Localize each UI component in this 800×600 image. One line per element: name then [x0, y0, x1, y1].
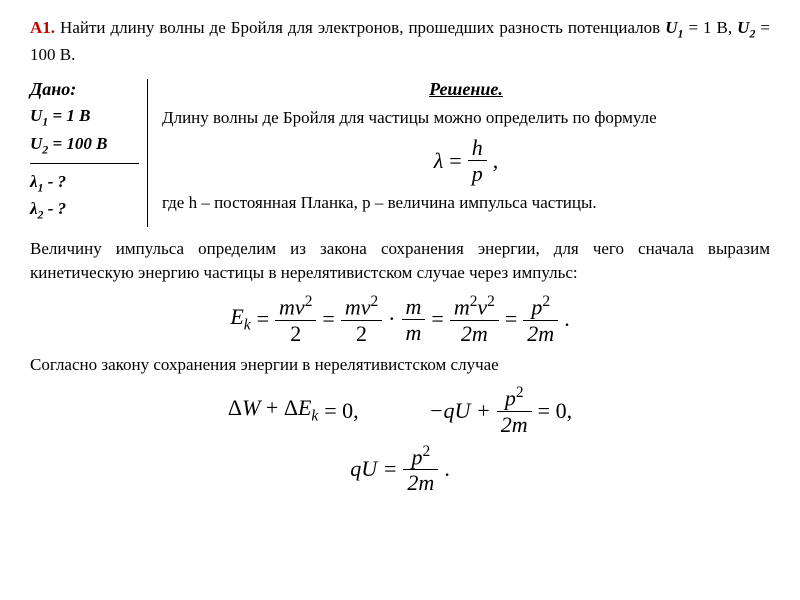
formula-final: qU = p2 2m .: [30, 444, 770, 495]
f2-den-b: 2: [341, 320, 382, 345]
given-line-1: U1 = 1 В: [30, 106, 139, 129]
given-u2-sym: U: [30, 134, 42, 153]
solution-line-1: Длину волны де Бройля для частицы можно …: [162, 106, 770, 130]
dek-k: k: [311, 408, 318, 425]
given-u2-val: = 100 В: [48, 134, 107, 153]
unknown-line-2: λ2 - ?: [30, 199, 139, 222]
comma-1: ,: [493, 148, 499, 174]
lambda2-q: - ?: [44, 199, 67, 218]
f4-sup: 2: [542, 293, 550, 310]
f3b-den: 2m: [497, 411, 532, 436]
frac-m2v2-2m: m2v2 2m: [450, 294, 499, 345]
f2-num-mv-b: mv: [345, 294, 371, 319]
f3-m: m: [454, 294, 470, 319]
frac-mv2-2-b: mv2 2: [341, 294, 382, 345]
given-u1-sym: U: [30, 106, 42, 125]
f3b-post: = 0,: [538, 398, 572, 424]
frac-den-p: p: [468, 160, 487, 185]
formula-kinetic-energy: Ek = mv2 2 = mv2 2 · m m = m2v2 2m =: [30, 294, 770, 345]
formula-deltaW: ΔW + ΔEk = 0,: [228, 385, 359, 436]
paragraph-3: Согласно закону сохранения энергии в нер…: [30, 353, 770, 378]
eq-sign-2a: =: [257, 306, 269, 332]
f2-num-sup-b: 2: [370, 293, 378, 310]
page: А1. Найти длину волны де Бройля для элек…: [0, 0, 800, 600]
f2-num-mv-a: mv: [279, 294, 305, 319]
ek-E: E: [230, 304, 243, 329]
given-divider: [30, 163, 139, 164]
formula-conservation-row: ΔW + ΔEk = 0, −qU + p2 2m = 0,: [30, 385, 770, 436]
u1-symbol: U: [665, 18, 677, 37]
frac-p2-2m-b: p2 2m: [497, 385, 532, 436]
frac-mv2-2-a: mv2 2: [275, 294, 316, 345]
solution-line-2: где h – постоянная Планка, p – величина …: [162, 191, 770, 215]
two-column-block: Дано: U1 = 1 В U2 = 100 В λ1 - ? λ2 - ? …: [30, 79, 770, 227]
solution-column: Решение. Длину волны де Бройля для части…: [148, 79, 770, 227]
formula-qU-p2: −qU + p2 2m = 0,: [429, 385, 572, 436]
f4-p: p: [531, 294, 542, 319]
f3-sup2: 2: [487, 293, 495, 310]
formula-lambda: λ = h p ,: [162, 136, 770, 185]
u1-eq: = 1 В,: [683, 18, 737, 37]
f2-den-a: 2: [275, 320, 316, 345]
problem-statement: А1. Найти длину волны де Бройля для элек…: [30, 16, 770, 67]
f4-pre: qU =: [350, 456, 397, 482]
f4c-p: p: [412, 444, 423, 469]
f3b-sup: 2: [516, 384, 524, 401]
eq-sign-2b: =: [322, 306, 334, 332]
frac-p2-2m-a: p2 2m: [523, 294, 558, 345]
f3-v: v: [477, 294, 487, 319]
eq-sign-2d: =: [505, 306, 517, 332]
f3b-p: p: [505, 386, 516, 411]
eq-sign-2c: =: [431, 306, 443, 332]
lambda1-sym: λ: [30, 172, 38, 191]
frac-m-over-m: m m: [402, 295, 426, 344]
f2-num-sup-a: 2: [305, 293, 313, 310]
given-u1-val: = 1 В: [48, 106, 90, 125]
unknown-line-1: λ1 - ?: [30, 172, 139, 195]
frac-num-h: h: [468, 136, 487, 160]
dek-E: E: [298, 395, 311, 420]
f4-post: .: [444, 456, 450, 482]
fraction-h-over-p: h p: [468, 136, 487, 185]
f3b-pre: −qU +: [429, 398, 491, 424]
lambda1-q: - ?: [44, 172, 67, 191]
lambda-sym: λ: [434, 148, 444, 174]
u2-symbol: U: [737, 18, 749, 37]
f3-den: 2m: [450, 320, 499, 345]
f3a-rhs: = 0,: [324, 398, 358, 424]
f4c-den: 2m: [403, 469, 438, 494]
paragraph-2: Величину импульса определим из закона со…: [30, 237, 770, 286]
given-line-2: U2 = 100 В: [30, 134, 139, 157]
problem-label: А1.: [30, 18, 55, 37]
period-1: .: [564, 306, 570, 332]
f4c-sup: 2: [423, 443, 431, 460]
frac-mm-den: m: [402, 319, 426, 344]
problem-text-1: Найти длину волны де Бройля для электрон…: [55, 18, 665, 37]
given-title: Дано:: [30, 79, 139, 100]
eq-sign-1: =: [449, 148, 461, 174]
ek-k: k: [244, 317, 251, 334]
frac-mm-num: m: [402, 295, 426, 319]
dot-sign: ·: [388, 306, 395, 332]
lambda2-sym: λ: [30, 199, 38, 218]
given-column: Дано: U1 = 1 В U2 = 100 В λ1 - ? λ2 - ?: [30, 79, 148, 227]
solution-title: Решение.: [162, 79, 770, 100]
frac-p2-2m-c: p2 2m: [403, 444, 438, 495]
f4-den: 2m: [523, 320, 558, 345]
